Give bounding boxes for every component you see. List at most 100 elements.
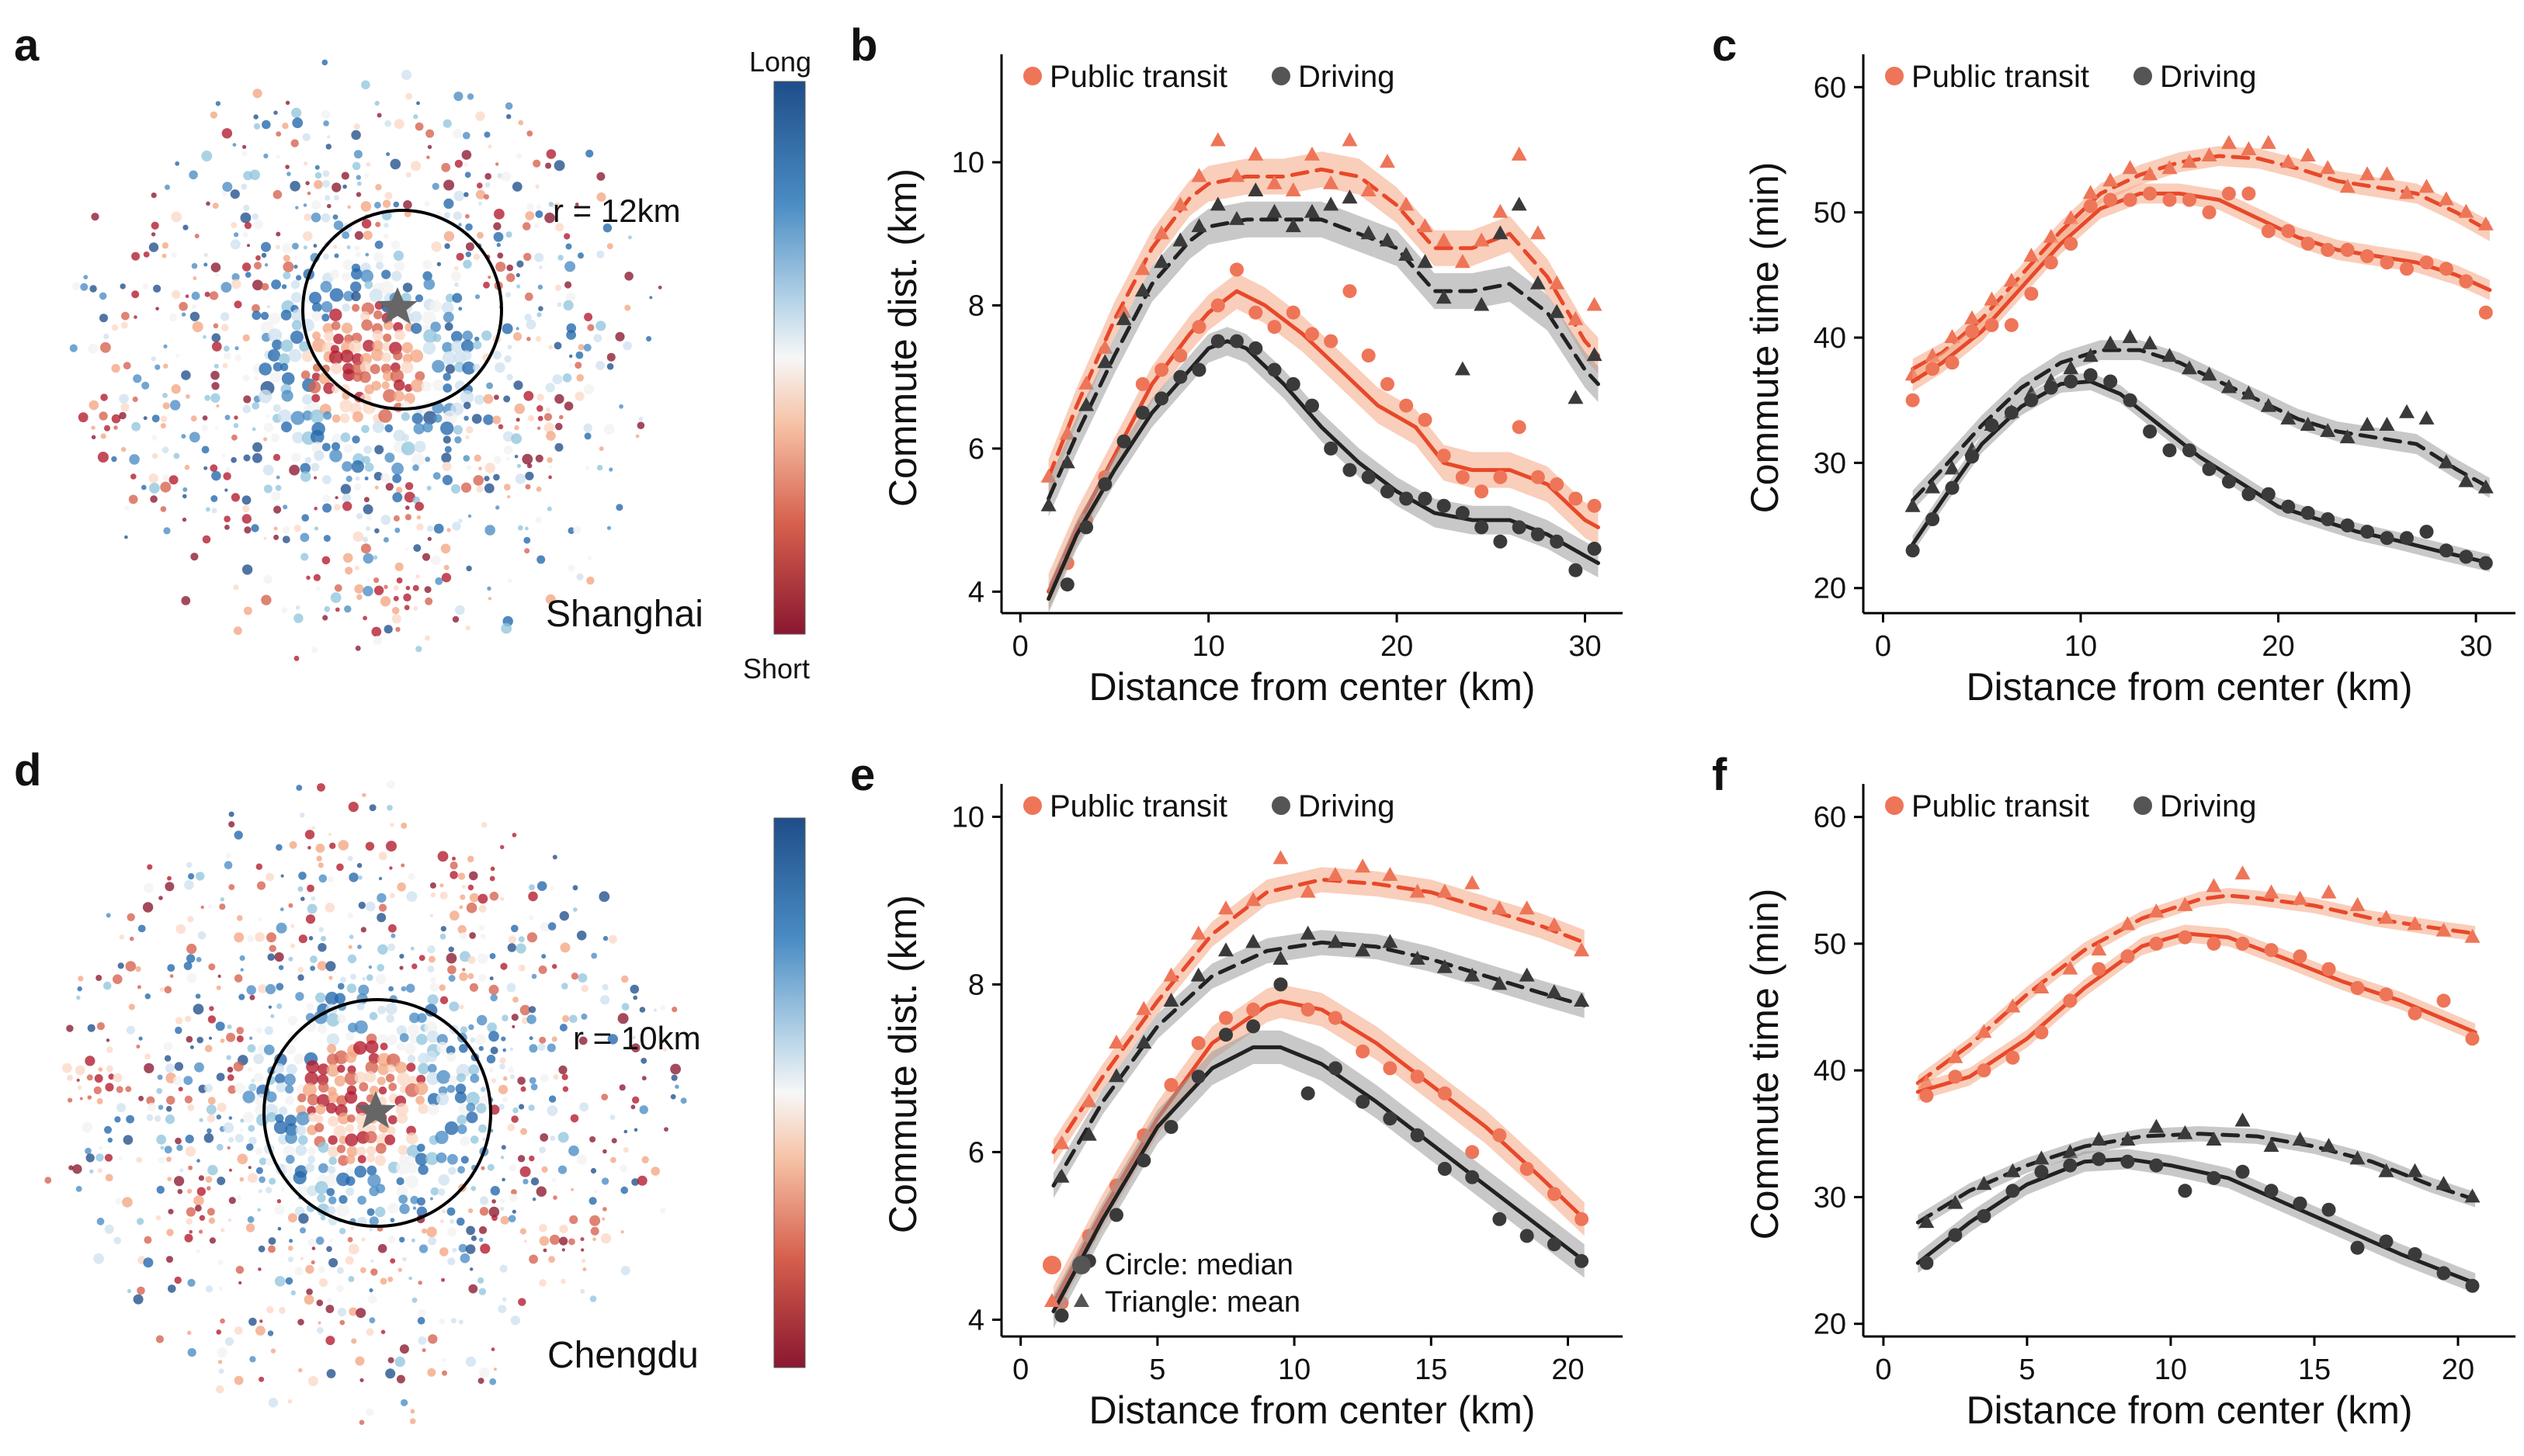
map-dot bbox=[573, 525, 582, 535]
data-point bbox=[1060, 577, 1075, 592]
map-dot bbox=[480, 934, 486, 939]
map-dot bbox=[333, 1125, 346, 1138]
map-dot bbox=[530, 1177, 540, 1186]
data-point bbox=[1098, 477, 1113, 491]
series-line bbox=[1911, 348, 2492, 503]
data-point bbox=[2321, 243, 2335, 257]
data-point bbox=[1324, 441, 1338, 456]
x-tick-label: 5 bbox=[2019, 1354, 2035, 1386]
map-dot bbox=[467, 972, 474, 979]
map-dot bbox=[380, 1042, 388, 1051]
map-dot bbox=[396, 1042, 405, 1051]
map-dot bbox=[480, 1243, 491, 1254]
map-dot bbox=[500, 1156, 505, 1160]
map-dot bbox=[387, 1276, 394, 1282]
map-dot bbox=[217, 1347, 227, 1358]
map-dot bbox=[579, 1102, 589, 1112]
map-dot bbox=[189, 311, 200, 321]
map-dot bbox=[311, 647, 318, 653]
map-dot bbox=[582, 1267, 587, 1271]
map-dot bbox=[228, 1116, 233, 1120]
map-dot bbox=[375, 973, 387, 985]
map-dot bbox=[484, 483, 495, 494]
map-dot bbox=[289, 1239, 293, 1243]
data-point bbox=[1300, 1002, 1315, 1017]
map-dot bbox=[550, 886, 554, 891]
map-dot bbox=[417, 1316, 425, 1325]
map-dot bbox=[291, 320, 302, 331]
map-dot bbox=[454, 265, 459, 271]
map-dot bbox=[290, 411, 305, 425]
map-dot bbox=[448, 1167, 457, 1175]
data-point bbox=[1549, 275, 1565, 289]
map-dot bbox=[131, 290, 140, 299]
map-dot bbox=[234, 974, 243, 983]
map-dot bbox=[127, 1288, 132, 1294]
data-point bbox=[1210, 298, 1225, 313]
map-dot bbox=[334, 253, 339, 258]
map-dot bbox=[522, 453, 533, 465]
map-dot bbox=[307, 1185, 318, 1197]
map-dot bbox=[168, 1284, 176, 1293]
map-dot bbox=[227, 1146, 231, 1150]
map-dot bbox=[457, 1115, 467, 1125]
map-dot bbox=[231, 456, 237, 463]
map-dot bbox=[237, 1153, 248, 1165]
map-dot bbox=[470, 1135, 479, 1144]
map-dot bbox=[511, 924, 519, 933]
map-dot bbox=[220, 312, 230, 321]
map-dot bbox=[446, 1227, 457, 1237]
data-point bbox=[2477, 479, 2494, 494]
data-point bbox=[2292, 890, 2308, 905]
data-point bbox=[2360, 249, 2375, 264]
map-dot bbox=[508, 1215, 516, 1222]
map-dot bbox=[280, 310, 292, 321]
map-dot bbox=[167, 964, 175, 972]
map-dot bbox=[410, 946, 415, 951]
map-dot bbox=[463, 401, 471, 410]
x-tick-label: 15 bbox=[1415, 1354, 1447, 1386]
data-point bbox=[2281, 224, 2296, 238]
map-dot bbox=[373, 555, 378, 560]
map-dot bbox=[385, 1368, 396, 1379]
map-dot bbox=[326, 1063, 340, 1077]
map-dot bbox=[93, 1253, 104, 1264]
map-dot bbox=[117, 962, 124, 969]
data-point bbox=[2241, 385, 2257, 400]
map-dot bbox=[536, 204, 542, 210]
map-dot bbox=[410, 1409, 415, 1414]
data-point bbox=[2380, 531, 2394, 546]
map-dot bbox=[266, 1091, 277, 1103]
map-dot bbox=[433, 523, 444, 534]
map-dot bbox=[276, 1082, 286, 1093]
data-point bbox=[2293, 949, 2307, 964]
map-dot bbox=[347, 855, 353, 861]
map-dot bbox=[501, 172, 512, 182]
map-dot bbox=[318, 1082, 329, 1093]
map-dot bbox=[358, 984, 370, 996]
data-point bbox=[1436, 232, 1452, 247]
map-dot bbox=[282, 123, 289, 130]
map-dot bbox=[315, 992, 326, 1004]
map-dot bbox=[505, 102, 513, 110]
map-panel-chengdu: d r = 10km Chengdu bbox=[14, 745, 806, 1425]
map-dot bbox=[345, 567, 353, 575]
map-dot bbox=[401, 1399, 408, 1406]
map-dot bbox=[362, 977, 366, 981]
map-dot bbox=[220, 282, 232, 293]
map-dot bbox=[377, 1063, 390, 1076]
map-dot bbox=[425, 597, 433, 605]
map-dot bbox=[390, 1218, 395, 1222]
map-dot bbox=[103, 981, 112, 990]
map-dot bbox=[224, 525, 230, 530]
map-dot bbox=[213, 323, 219, 329]
map-dot bbox=[147, 864, 153, 870]
map-dot bbox=[259, 1376, 265, 1382]
map-dot bbox=[342, 272, 351, 281]
map-dot bbox=[641, 1156, 649, 1164]
data-point bbox=[1948, 1069, 1963, 1084]
map-dot bbox=[318, 874, 328, 883]
map-dot bbox=[309, 291, 321, 304]
map-dot bbox=[96, 1022, 105, 1031]
map-dot bbox=[266, 414, 269, 418]
